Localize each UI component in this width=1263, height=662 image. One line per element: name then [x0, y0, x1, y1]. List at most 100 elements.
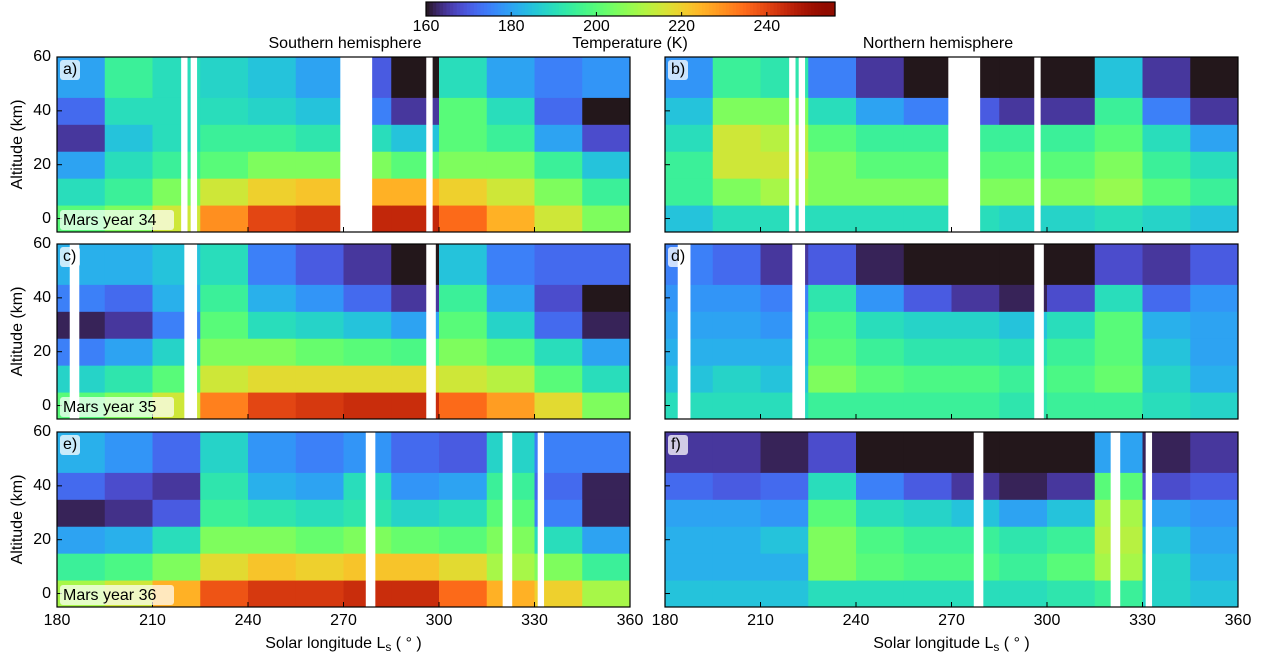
heatmap-cell: [1190, 580, 1239, 608]
heatmap-cell: [808, 284, 857, 312]
heatmap-cell: [1094, 205, 1143, 233]
heatmap-cell: [582, 472, 631, 500]
heatmap-cell: [582, 526, 631, 554]
colorbar-swatch: [538, 2, 543, 16]
heatmap-cell: [582, 57, 631, 98]
heatmap-cell: [200, 244, 249, 285]
heatmap-cell: [903, 205, 952, 233]
heatmap-cell: [486, 365, 535, 393]
heatmap-cell: [856, 151, 905, 179]
heatmap-cell: [951, 365, 1000, 393]
y-tick-label: 20: [33, 343, 51, 360]
colorbar-swatch: [541, 2, 546, 16]
heatmap-cell: [200, 178, 249, 206]
x-tick-label: 240: [843, 612, 870, 629]
colorbar-swatch: [821, 2, 826, 16]
panel-label-box: [668, 435, 688, 455]
colorbar-swatch: [674, 2, 679, 16]
heatmap-cell: [808, 178, 857, 206]
colorbar-swatch: [507, 2, 512, 16]
colorbar-swatch: [562, 2, 567, 16]
heatmap-cell: [295, 499, 344, 527]
heatmap-cell: [343, 284, 392, 312]
heatmap-cell: [712, 499, 761, 527]
colorbar-swatch: [606, 2, 611, 16]
heatmap-cell: [248, 97, 297, 125]
heatmap-cell: [295, 178, 344, 206]
heatmap-cell: [1142, 311, 1191, 339]
heatmap-cell: [439, 57, 488, 98]
heatmap-cell: [248, 124, 297, 152]
heatmap-cell: [486, 178, 535, 206]
heatmap-cell: [665, 205, 714, 233]
colorbar-swatch: [511, 2, 516, 16]
colorbar-swatch: [814, 2, 819, 16]
y-tick-label: 40: [33, 102, 51, 119]
heatmap-cell: [57, 178, 106, 206]
panel-label: e): [63, 436, 77, 453]
heatmap-cell: [248, 338, 297, 366]
colorbar-swatch: [667, 2, 672, 16]
heatmap-cell: [200, 553, 249, 581]
colorbar-swatch: [732, 2, 737, 16]
heatmap-cell: [903, 151, 952, 179]
heatmap-cell: [343, 392, 392, 420]
data-gap: [1034, 244, 1044, 419]
heatmap-cell: [1142, 57, 1191, 98]
heatmap-cell: [999, 553, 1048, 581]
colorbar-swatch: [773, 2, 778, 16]
heatmap-cell: [856, 580, 905, 608]
heatmap-cell: [295, 97, 344, 125]
heatmap-cell: [534, 151, 583, 179]
heatmap-cell: [104, 553, 153, 581]
x-axis-label-main: Solar longitude L: [265, 635, 385, 652]
heatmap-cell: [903, 392, 952, 420]
colorbar-swatch: [436, 2, 441, 16]
data-gap: [365, 432, 376, 607]
heatmap-cell: [486, 338, 535, 366]
colorbar-swatch: [466, 2, 471, 16]
heatmap-cell: [1094, 178, 1143, 206]
heatmap-cell: [200, 57, 249, 98]
heatmap-cell: [200, 432, 249, 473]
y-tick-label: 60: [33, 423, 51, 440]
heatmap-cell: [808, 580, 857, 608]
panel-label-box: [668, 60, 688, 80]
heatmap-cell: [57, 284, 106, 312]
colorbar-swatch: [500, 2, 505, 16]
heatmap-cell: [582, 553, 631, 581]
heatmap-cell: [856, 499, 905, 527]
heatmap-cell: [1047, 472, 1096, 500]
heatmap-cell: [856, 205, 905, 233]
heatmap-cell: [439, 553, 488, 581]
heatmap-cell: [1190, 205, 1239, 233]
heatmap-cell: [391, 580, 440, 608]
heatmap: [665, 244, 1239, 420]
heatmap-cell: [391, 526, 440, 554]
heatmap-cell: [1047, 580, 1096, 608]
heatmap-cell: [760, 432, 809, 473]
colorbar-swatch: [698, 2, 703, 16]
heatmap-cell: [486, 57, 535, 98]
heatmap-cell: [439, 580, 488, 608]
colorbar-swatch: [535, 2, 540, 16]
colorbar-swatch: [763, 2, 768, 16]
heatmap-cell: [295, 151, 344, 179]
colorbar-swatch: [582, 2, 587, 16]
heatmap-cell: [951, 284, 1000, 312]
colorbar-swatch: [494, 2, 499, 16]
colorbar-swatch: [432, 2, 437, 16]
colorbar-swatch: [685, 2, 690, 16]
heatmap-cell: [57, 472, 106, 500]
heatmap-cell: [665, 178, 714, 206]
colorbar-label: Temperature (K): [572, 35, 688, 52]
heatmap-cell: [534, 311, 583, 339]
y-tick-label: 0: [42, 397, 51, 414]
heatmap-cell: [534, 284, 583, 312]
data-gap: [181, 57, 188, 232]
heatmap-cell: [1142, 151, 1191, 179]
heatmap-cell: [903, 244, 952, 285]
heatmap-cell: [57, 553, 106, 581]
heatmap-cell: [200, 151, 249, 179]
heatmap-cell: [582, 97, 631, 125]
